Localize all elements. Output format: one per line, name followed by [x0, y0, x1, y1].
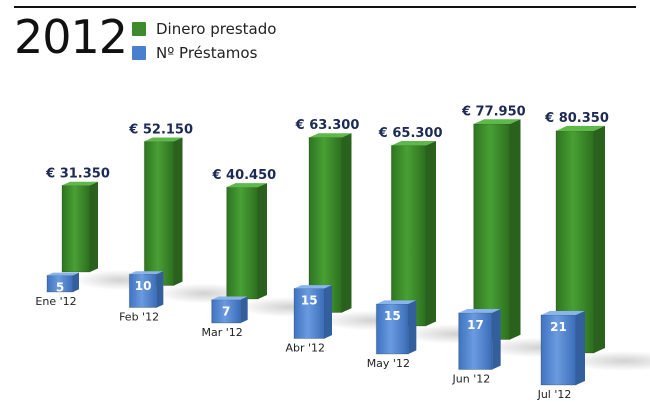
bar-prestamos — [540, 310, 585, 386]
bar-dinero — [226, 183, 267, 300]
bar-prestamos — [375, 300, 417, 355]
value-label-dinero: € 31.350 — [45, 167, 110, 182]
category-label: Ene '12 — [35, 295, 76, 308]
legend-item-dinero: Dinero prestado — [132, 18, 276, 40]
bar-shadow — [564, 351, 650, 371]
legend-label-prestamos: Nº Préstamos — [156, 44, 258, 62]
value-label-prestamos: 10 — [135, 279, 152, 293]
legend-swatch-dinero — [132, 22, 146, 36]
value-label-dinero: € 40.450 — [211, 168, 276, 183]
bar-prestamos — [293, 285, 332, 339]
category-label: Feb '12 — [119, 311, 159, 324]
bar-prestamos — [128, 271, 164, 308]
legend-label-dinero: Dinero prestado — [156, 20, 277, 38]
value-label-prestamos: 21 — [550, 320, 567, 334]
legend-item-prestamos: Nº Préstamos — [132, 42, 276, 64]
category-label: Abr '12 — [285, 342, 325, 355]
bar-dinero — [143, 137, 183, 286]
legend-swatch-prestamos — [132, 46, 146, 60]
category-label: May '12 — [367, 357, 410, 370]
bar-dinero — [61, 181, 98, 273]
value-label-dinero: € 52.150 — [128, 122, 193, 137]
bar-prestamos — [211, 296, 248, 324]
top-rule — [14, 6, 636, 8]
bar-dinero — [308, 133, 352, 313]
bar-dinero — [473, 119, 521, 340]
bar-prestamos — [458, 309, 501, 371]
value-label-dinero: € 80.350 — [544, 111, 609, 126]
category-label: Jun '12 — [452, 373, 491, 386]
bar-prestamos — [46, 272, 79, 293]
chart-title: 2012 — [14, 10, 128, 64]
bar-dinero — [390, 140, 436, 327]
category-label: Mar '12 — [202, 326, 243, 339]
value-label-dinero: € 63.300 — [295, 118, 360, 133]
value-label-prestamos: 5 — [56, 280, 64, 294]
value-label-dinero: € 77.950 — [461, 104, 526, 119]
value-label-prestamos: 7 — [222, 305, 230, 319]
value-label-prestamos: 17 — [467, 318, 484, 332]
value-label-dinero: € 65.300 — [378, 126, 443, 141]
category-label: Jul '12 — [537, 388, 572, 401]
value-label-prestamos: 15 — [384, 309, 401, 323]
legend: Dinero prestado Nº Préstamos — [132, 18, 276, 66]
value-label-prestamos: 15 — [301, 294, 318, 308]
